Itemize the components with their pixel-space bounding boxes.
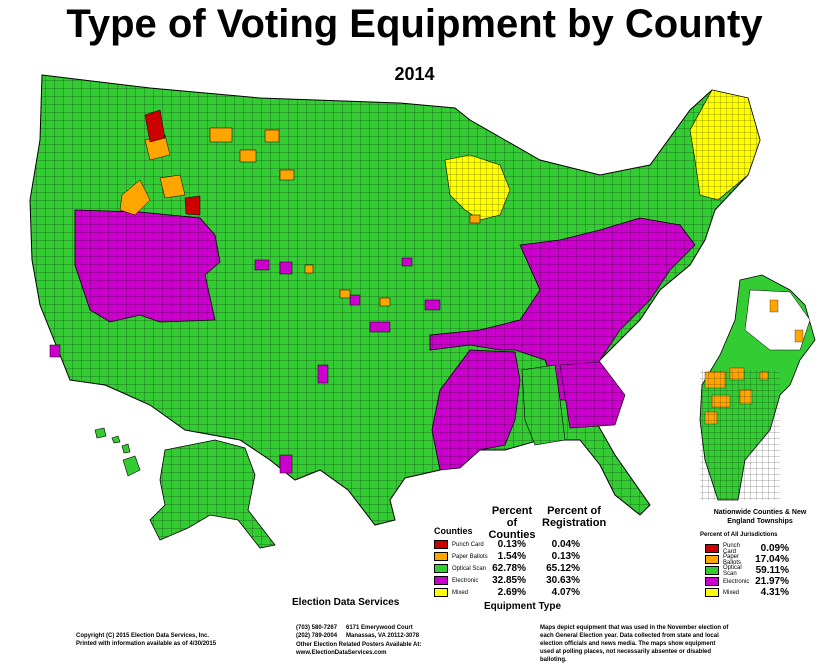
website-link[interactable]: www.ElectionDataServices.com (296, 650, 387, 656)
ne-legend-row-label: Punch Card (723, 542, 741, 555)
legend-row-label: Paper Ballots (452, 553, 488, 560)
ne-legend-row-mixed: Mixed 4.31% (705, 587, 789, 598)
address-line-1: 6171 Emerywood Court (346, 625, 413, 631)
optical-scan-swatch (434, 564, 448, 573)
mixed-swatch (434, 588, 448, 597)
legend-row-registration: 0.13% (551, 551, 580, 562)
ne-legend-row-paper-ballots: Paper Ballots 17.04% (705, 553, 789, 566)
legend-row-punch-card: Punch Card 0.13% 0.04% (434, 539, 580, 550)
paper-ballots-swatch (705, 555, 719, 564)
ne-legend-row-value: 17.04% (755, 554, 789, 565)
optical-scan-swatch (705, 566, 719, 575)
phone-2: (202) 789-2004 (296, 633, 338, 639)
ne-legend-heading: Nationwide Counties & New England Townsh… (713, 509, 807, 525)
ne-legend-row-label: Electronic (723, 578, 750, 585)
legend-row-counties: 0.13% (497, 539, 526, 550)
new-england-legend: Nationwide Counties & New England Townsh… (700, 508, 820, 598)
legend-col1-header: Percent of Counties (488, 505, 536, 541)
legend-row-registration: 4.07% (551, 587, 580, 598)
legend-row-counties: 62.78% (492, 563, 526, 574)
legend-row-optical-scan: Optical Scan 62.78% 65.12% (434, 563, 580, 574)
map-title: Type of Voting Equipment by County (66, 2, 763, 46)
electronic-swatch (434, 576, 448, 585)
ne-legend-row-label: Optical Scan (723, 564, 742, 577)
address-line-2: Manassas, VA 20112-3078 (346, 633, 420, 639)
ne-legend-row-electronic: Electronic 21.97% (705, 576, 789, 587)
ne-legend-row-value: 21.97% (755, 576, 789, 587)
punch-card-counties (144, 109, 201, 216)
mixed-swatch (705, 588, 719, 597)
legend-row-label: Electronic (452, 577, 479, 584)
electronic-swatch (705, 577, 719, 586)
legend-row-counties: 1.54% (497, 551, 526, 562)
punch-card-swatch (705, 544, 719, 553)
map-footnote: Maps depict equipment that was used in t… (540, 625, 729, 663)
main-legend: Counties Percent of Counties Percent of … (434, 505, 607, 615)
legend-col2-header: Percent of Registration (542, 505, 607, 529)
ne-legend-row-value: 4.31% (760, 587, 789, 598)
copyright-text: Copyright (C) 2015 Election Data Service… (76, 633, 210, 639)
logo-text: Election Data Services (292, 597, 400, 608)
ne-legend-row-label: Mixed (723, 589, 740, 596)
legend-row-mixed: Mixed 2.69% 4.07% (434, 587, 580, 598)
scattered-electronic-counties (49, 257, 441, 474)
legend-row-label: Punch Card (452, 541, 484, 548)
printed-date-text: Printed with information available as of… (76, 641, 217, 647)
equipment-type-caption: Equipment Type (484, 601, 562, 612)
legend-row-registration: 30.63% (546, 575, 580, 586)
punch-card-swatch (434, 540, 448, 549)
other-posters-text: Other Election Related Posters Available… (296, 642, 422, 648)
legend-row-electronic: Electronic 32.85% 30.63% (434, 575, 580, 586)
legend-row-registration: 65.12% (546, 563, 580, 574)
ne-legend-subheading: Percent of All Jurisdictions (700, 532, 778, 538)
ne-legend-row-value: 0.09% (760, 543, 789, 554)
legend-row-paper-ballots: Paper Ballots 1.54% 0.13% (434, 551, 580, 562)
map-year: 2014 (394, 64, 435, 84)
legend-heading: Counties (434, 526, 473, 536)
legend-row-counties: 32.85% (492, 575, 526, 586)
legend-row-registration: 0.04% (551, 539, 580, 550)
legend-row-label: Optical Scan (452, 565, 487, 572)
election-data-services-logo: Election Data Services (292, 594, 402, 616)
paper-ballots-swatch (434, 552, 448, 561)
ne-legend-row-label: Paper Ballots (723, 553, 742, 566)
ne-legend-row-value: 59.11% (755, 565, 789, 576)
ne-legend-row-optical-scan: Optical Scan 59.11% (705, 564, 789, 577)
legend-row-counties: 2.69% (497, 587, 526, 598)
phone-1: (703) 580-7267 (296, 625, 338, 631)
ne-legend-row-punch-card: Punch Card 0.09% (705, 542, 789, 555)
scattered-paper-ballot-counties (119, 127, 481, 307)
legend-row-label: Mixed (452, 589, 469, 596)
hawaii (94, 427, 141, 477)
